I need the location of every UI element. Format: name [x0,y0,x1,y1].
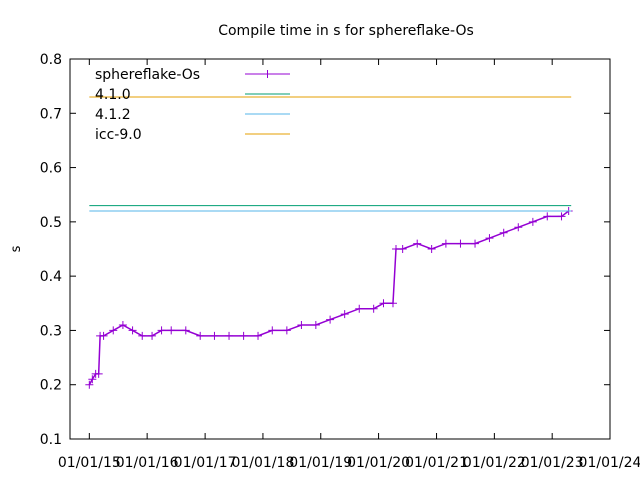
legend-label: 4.1.2 [95,107,131,123]
x-axis: 01/01/1501/01/1601/01/1701/01/1801/01/19… [58,59,640,471]
data-point [413,239,422,248]
y-axis-label: s [9,245,24,252]
data-point [85,380,94,389]
x-tick-label: 01/01/20 [347,455,410,471]
legend-item: 4.1.2 [95,107,290,123]
legend-item: sphereflake-Os [95,67,290,83]
data-point [109,326,118,335]
data-point [543,212,552,221]
data-point [181,326,190,335]
legend-label: sphereflake-Os [95,67,200,83]
data-point [311,321,320,329]
data-point [471,239,480,248]
data-point [282,326,291,335]
data-point [485,234,494,243]
data-point [128,326,137,335]
y-tick-label: 0.8 [40,52,62,68]
data-point [225,331,234,340]
x-tick-label: 01/01/24 [579,455,640,471]
data-point [441,239,450,248]
plot-border [69,58,611,440]
data-point [369,304,378,313]
y-tick-label: 0.3 [40,323,62,339]
data-point [379,299,388,308]
y-tick-label: 0.4 [40,269,62,285]
data-point [456,239,465,248]
y-tick-label: 0.5 [40,215,62,231]
y-tick-label: 0.2 [40,378,62,394]
x-tick-label: 01/01/16 [116,455,179,471]
x-tick-label: 01/01/22 [463,455,526,471]
data-point [499,228,508,237]
data-point [148,331,157,340]
x-tick-label: 01/01/18 [231,455,294,471]
y-tick-label: 0.1 [40,432,62,448]
data-point [297,321,306,329]
data-point [196,331,205,340]
legend-marker [263,70,272,78]
data-point [557,212,566,221]
data-point [157,326,166,335]
series-1 [85,207,573,389]
data-point [239,331,248,340]
x-tick-label: 01/01/23 [521,455,584,471]
data-point [94,369,103,378]
data-point [88,375,97,384]
legend-item: icc-9.0 [95,127,290,143]
data-point [514,223,523,232]
x-tick-label: 01/01/17 [174,455,237,471]
data-point [268,326,277,335]
x-tick-label: 01/01/21 [405,455,468,471]
data-point [528,217,537,226]
legend-item: 4.1.0 [95,87,290,103]
data-point [427,245,436,253]
data-point [326,315,335,324]
data-point [398,245,407,253]
data-point [118,321,127,329]
y-tick-label: 0.6 [40,161,62,177]
data-point [388,299,397,308]
y-axis: 0.1 0.2 0.3 0.4 0.5 0.6 0.7 0.8 [40,52,610,448]
data-point [254,331,263,340]
data-point [355,304,364,313]
x-tick-label: 01/01/15 [58,455,121,471]
data-point [167,326,176,335]
x-tick-label: 01/01/19 [289,455,352,471]
legend: sphereflake-Os 4.1.0 4.1.2 icc-9.0 [95,67,290,143]
data-point [340,310,349,319]
chart-title: Compile time in s for sphereflake-Os [218,23,474,39]
legend-label: icc-9.0 [95,127,142,143]
y-tick-label: 0.7 [40,106,62,122]
plot-frame [69,58,611,440]
legend-label: 4.1.0 [95,87,131,103]
series-layer [85,96,573,389]
data-point [138,331,147,340]
data-point [99,331,108,340]
data-point [210,331,219,340]
